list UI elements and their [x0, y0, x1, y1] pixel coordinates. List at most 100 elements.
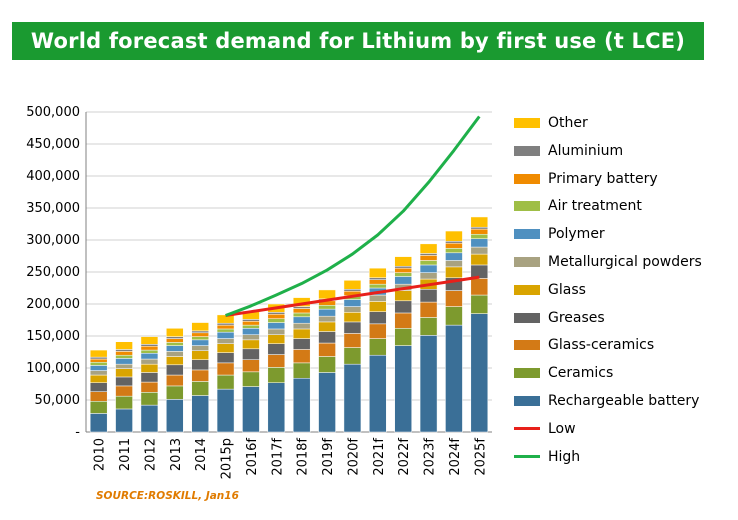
bar-segment [394, 256, 412, 267]
bar-segment [216, 324, 235, 330]
bar-segment [242, 324, 260, 329]
bar-segment [89, 413, 108, 433]
bar-segment [292, 306, 311, 309]
y-tick-label: 300,000 [26, 233, 80, 248]
bar-segment [242, 348, 260, 360]
bar-segment [369, 311, 387, 325]
bar-segment [318, 315, 336, 323]
legend-item: Ceramics [514, 363, 613, 383]
bar-segment [394, 328, 412, 346]
bar-segment [115, 376, 133, 387]
bar-segment [292, 312, 311, 318]
bar-segment [166, 345, 184, 352]
bar-segment [115, 349, 133, 352]
bar-segment [419, 301, 438, 318]
bar-segment [267, 343, 286, 355]
bar-segment [445, 230, 463, 242]
legend-swatch [514, 257, 540, 267]
bar-segment [166, 356, 184, 366]
bar-segment [140, 349, 159, 354]
bar-segment [343, 280, 362, 290]
bar-segment [115, 408, 133, 433]
bar-segment [191, 339, 209, 346]
x-tick-label: 2019f [321, 438, 336, 476]
y-tick-label: 350,000 [26, 201, 80, 216]
bar-segment [318, 331, 336, 344]
bar-segment [343, 312, 362, 323]
bar-segment [267, 354, 286, 368]
bar-segment [89, 382, 108, 392]
bar-segment [470, 264, 489, 279]
bar-segment [140, 344, 159, 347]
bar-segment [191, 330, 209, 334]
bar-segment [369, 354, 387, 433]
legend-swatch [514, 455, 540, 459]
bar-segment [89, 365, 108, 371]
bar-segment [470, 246, 489, 255]
bar-segment [445, 248, 463, 254]
legend-item: Primary battery [514, 169, 658, 189]
series-line-high [225, 115, 481, 317]
bar-segment [419, 317, 438, 336]
bar-segment [242, 319, 260, 322]
bar-segment [166, 374, 184, 387]
bar-segment [191, 359, 209, 371]
bar-segment [140, 363, 159, 373]
bar-segment [394, 272, 412, 277]
bar-segment [419, 264, 438, 273]
bar-segment [267, 322, 286, 330]
x-tick-label: 2021f [372, 438, 387, 476]
series-line-low [225, 275, 480, 318]
bar-segment [470, 226, 489, 230]
legend-item: Low [514, 419, 576, 439]
bar-segment [267, 313, 286, 319]
x-tick-label: 2010 [93, 438, 108, 471]
bar-segment [419, 272, 438, 280]
x-tick-label: 2014 [194, 438, 209, 471]
bar-segment [216, 388, 235, 433]
x-tick-label: 2017f [270, 438, 285, 476]
bar-segment [242, 371, 260, 387]
bar-segment [343, 289, 362, 292]
bar-segment [292, 338, 311, 350]
bar-segment [318, 372, 336, 433]
x-tick-label: 2016f [245, 438, 260, 476]
bar-segment [140, 345, 159, 351]
legend-label: Low [548, 420, 576, 437]
legend-item: Air treatment [514, 196, 642, 216]
bar-segment [292, 322, 311, 330]
bar-segment [292, 316, 311, 324]
bar-segment [343, 321, 362, 334]
bar-segment [445, 260, 463, 268]
legend-swatch [514, 229, 540, 240]
bar-segment [115, 368, 133, 378]
bar-segment [343, 306, 362, 313]
x-tick-label: 2025f [473, 438, 488, 476]
legend-label: Glass-ceramics [548, 337, 655, 354]
y-tick-label: 400,000 [26, 169, 80, 184]
bar-segment [140, 392, 159, 406]
bar-segment [445, 266, 463, 279]
bar-segment [140, 404, 159, 433]
source-note: SOURCE:ROSKILL, Jan16 [96, 490, 239, 502]
bar-segment [166, 351, 184, 357]
bar-segment [419, 243, 438, 254]
bar-segment [89, 401, 108, 414]
bar-segment [89, 370, 108, 376]
legend-item: Greases [514, 308, 605, 328]
bar-segment [292, 308, 311, 314]
bar-segment [394, 312, 412, 329]
bar-segment [89, 358, 108, 363]
bar-segment [369, 294, 387, 302]
y-tick-label: 450,000 [26, 137, 80, 152]
bar-segment [394, 276, 412, 285]
legend-swatch [514, 118, 540, 128]
bar-segment [216, 331, 235, 339]
legend-label: Air treatment [548, 198, 642, 215]
bar-segment [343, 347, 362, 365]
bar-segment [445, 241, 463, 244]
bar-segment [445, 242, 463, 249]
bar-segment [394, 290, 412, 302]
bar-segment [216, 352, 235, 364]
bar-segment [445, 324, 463, 433]
